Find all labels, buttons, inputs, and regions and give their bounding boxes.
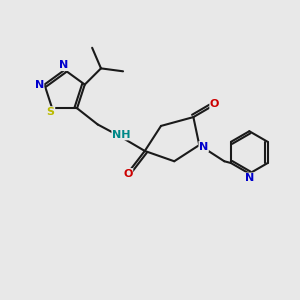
Text: N: N [245, 173, 254, 183]
Text: S: S [47, 107, 55, 117]
Text: N: N [58, 61, 68, 70]
Text: O: O [210, 99, 219, 110]
Text: NH: NH [112, 130, 130, 140]
Text: N: N [199, 142, 208, 152]
Text: O: O [123, 169, 133, 178]
Text: N: N [34, 80, 44, 90]
